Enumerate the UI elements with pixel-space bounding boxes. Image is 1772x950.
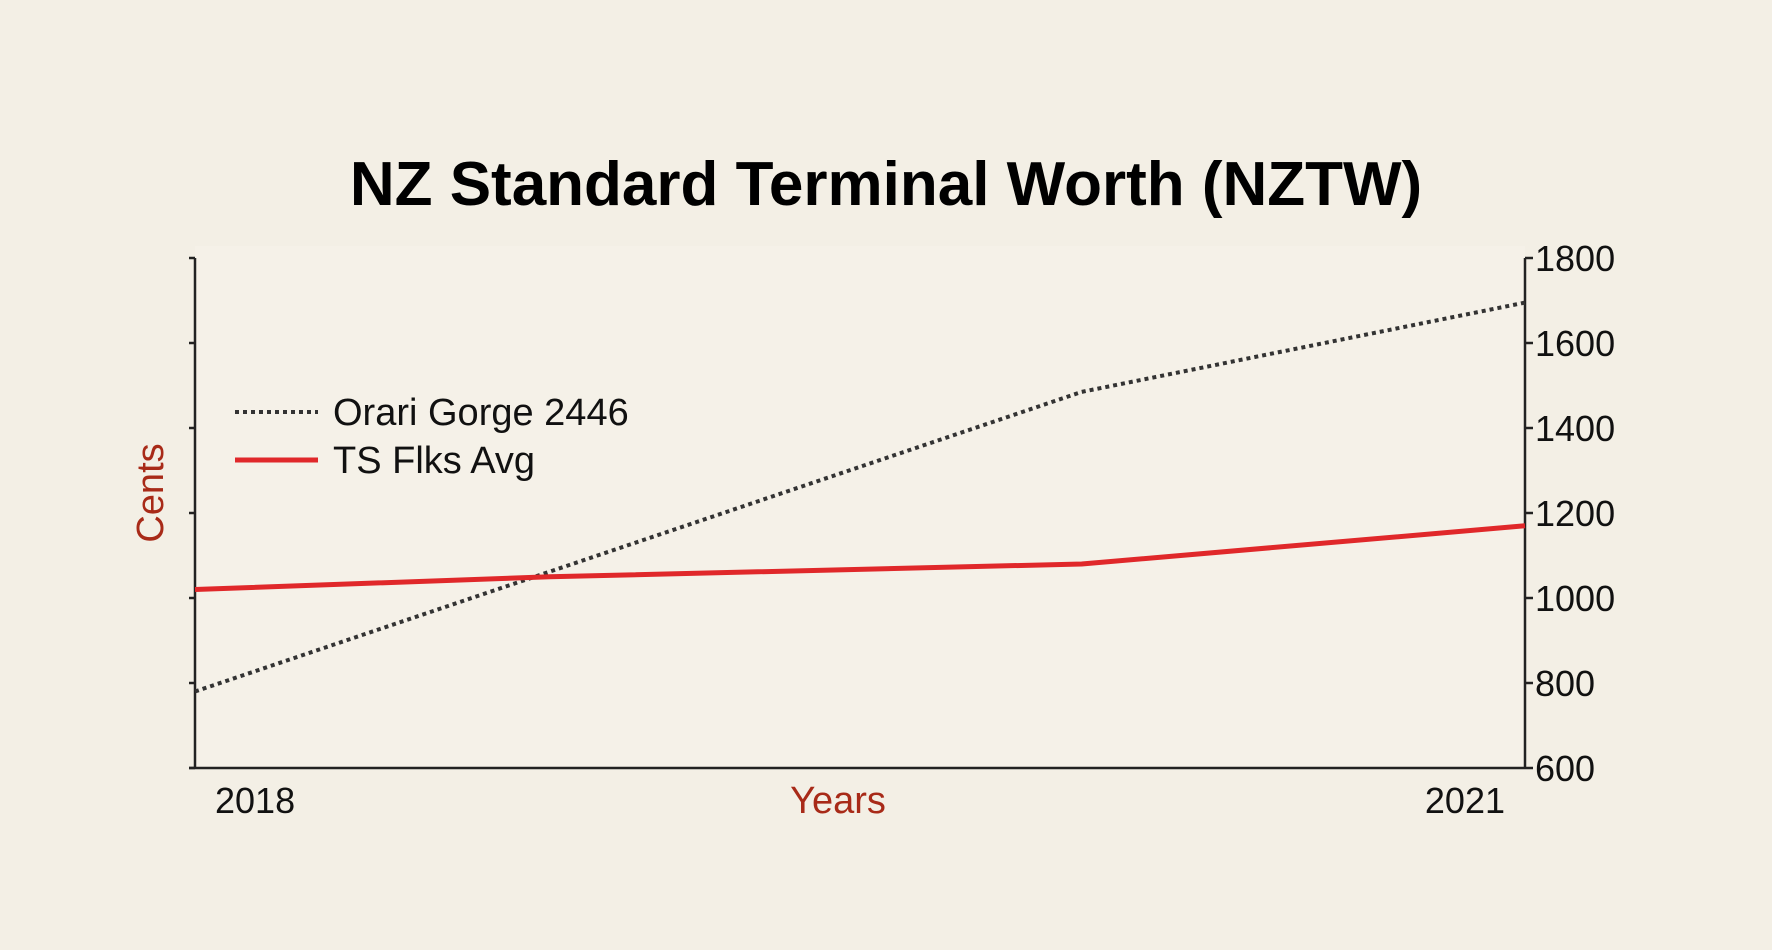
legend: Orari Gorge 2446 TS Flks Avg [235, 392, 629, 482]
chart-title: NZ Standard Terminal Worth (NZTW) [350, 150, 1422, 219]
y-tick-label: 1800 [1535, 238, 1615, 279]
plot-area [195, 246, 1525, 768]
x-tick-label: 2021 [1425, 780, 1505, 821]
y-axis-label: Cents [130, 443, 172, 542]
series-lines [194, 300, 1526, 694]
axes: 600 800 1000 1200 1400 1600 1800 2018 2021 [189, 238, 1615, 821]
y-tick-label: 1200 [1535, 493, 1615, 534]
y-tick-label: 1600 [1535, 323, 1615, 364]
y-tick-label: 600 [1535, 748, 1595, 789]
series-line-2 [194, 523, 1526, 592]
x-axis-label: Years [790, 780, 886, 822]
y-tick-label: 1000 [1535, 578, 1615, 619]
x-tick-label: 2018 [215, 780, 295, 821]
legend-label: Orari Gorge 2446 [333, 392, 629, 434]
y-tick-label: 1400 [1535, 408, 1615, 449]
legend-label: TS Flks Avg [333, 440, 535, 482]
y-tick-label: 800 [1535, 663, 1595, 704]
